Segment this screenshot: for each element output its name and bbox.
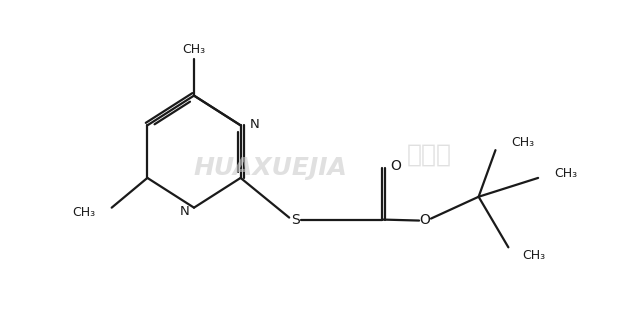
Text: N: N xyxy=(179,205,189,218)
Text: 化学加: 化学加 xyxy=(406,143,451,167)
Text: CH₃: CH₃ xyxy=(522,249,546,262)
Text: HUAXUEJIA: HUAXUEJIA xyxy=(193,156,348,180)
Text: CH₃: CH₃ xyxy=(511,136,534,149)
Text: CH₃: CH₃ xyxy=(554,168,577,181)
Text: N: N xyxy=(249,118,259,131)
Text: S: S xyxy=(291,213,299,226)
Text: CH₃: CH₃ xyxy=(72,206,96,219)
Text: O: O xyxy=(391,159,401,173)
Text: CH₃: CH₃ xyxy=(182,44,206,57)
Text: O: O xyxy=(419,213,431,226)
